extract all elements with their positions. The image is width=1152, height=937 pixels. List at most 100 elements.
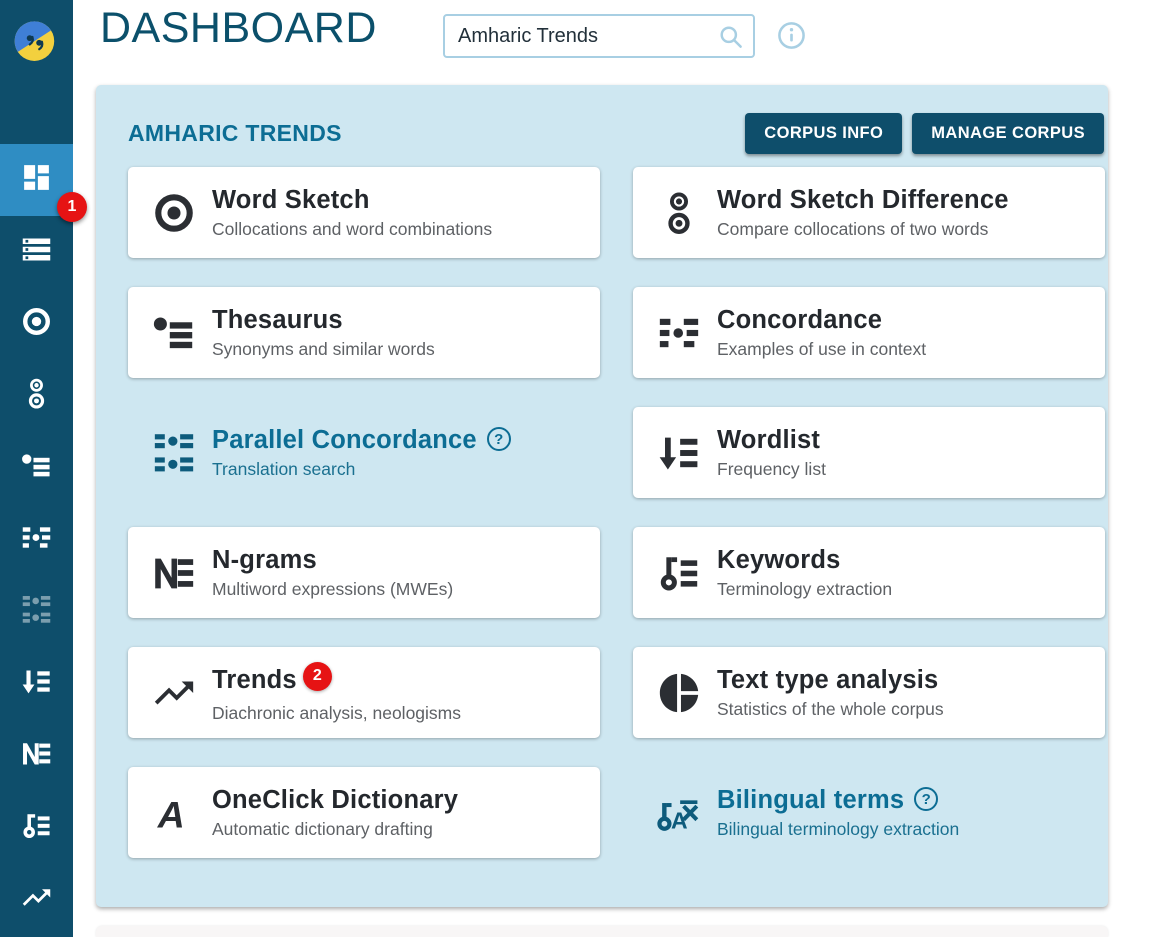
card-subtitle: Collocations and word combinations <box>212 218 493 239</box>
card-subtitle: Diachronic analysis, neologisms <box>212 702 461 723</box>
notification-badge: 1 <box>57 192 87 222</box>
panel-actions: CORPUS INFO MANAGE CORPUS <box>745 113 1104 154</box>
card-text: Bilingual terms? Bilingual terminology ex… <box>717 786 959 840</box>
card-wordlist[interactable]: Wordlist Frequency list <box>633 407 1105 498</box>
dashboard-icon <box>20 161 53 199</box>
trends-icon <box>20 881 53 919</box>
sidebar-item-thesaurus[interactable] <box>0 432 73 504</box>
sidebar-item-trends[interactable] <box>0 864 73 936</box>
info-icon[interactable] <box>777 21 806 50</box>
card-text: Keywords Terminology extraction <box>717 546 892 600</box>
card-title: OneClick Dictionary <box>212 785 459 814</box>
sidebar-item-keywords[interactable] <box>0 792 73 864</box>
card-oneclick-dictionary[interactable]: A OneClick Dictionary Automatic dictionary… <box>128 767 600 858</box>
sidebar-item-corpora[interactable] <box>0 216 73 288</box>
help-icon[interactable]: ? <box>486 427 511 451</box>
concordance-icon <box>654 310 704 356</box>
card-title: Thesaurus <box>212 305 343 334</box>
text-type-analysis-icon <box>654 670 704 716</box>
manage-corpus-button[interactable]: MANAGE CORPUS <box>912 113 1104 154</box>
dashboard-panel: AMHARIC TRENDS CORPUS INFO MANAGE CORPUS… <box>96 85 1108 907</box>
sidebar-item-parallel-concordance[interactable] <box>0 576 73 648</box>
card-title: Concordance <box>717 305 883 334</box>
card-subtitle: Automatic dictionary drafting <box>212 818 433 839</box>
sidebar-item-dashboard[interactable]: 1 <box>0 144 87 222</box>
card-subtitle: Statistics of the whole corpus <box>717 698 944 719</box>
sidebar-item-ngrams[interactable] <box>0 720 73 792</box>
card-title: Word Sketch Difference <box>717 185 1009 214</box>
card-subtitle: Examples of use in context <box>717 338 927 359</box>
corpus-search-box <box>443 14 755 58</box>
card-bilingual-terms[interactable]: A Bilingual terms? Bilingual terminology e… <box>633 767 1105 858</box>
card-text: OneClick Dictionary Automatic dictionary … <box>212 786 458 840</box>
word-sketch-icon <box>149 190 199 236</box>
card-subtitle: Compare collocations of two words <box>717 218 989 239</box>
card-title: N-grams <box>212 545 317 574</box>
card-keywords[interactable]: Keywords Terminology extraction <box>633 527 1105 618</box>
card-title: Parallel Concordance <box>212 425 477 454</box>
thesaurus-icon <box>149 310 199 356</box>
word-sketch-icon <box>20 305 53 343</box>
card-title: Trends <box>212 665 297 694</box>
card-subtitle: Bilingual terminology extraction <box>717 818 960 839</box>
svg-text:A: A <box>671 807 688 833</box>
sidebar-item-concordance[interactable] <box>0 504 73 576</box>
page-title: DASHBOARD <box>100 4 377 52</box>
card-text: N-grams Multiword expressions (MWEs) <box>212 546 453 600</box>
ngrams-icon <box>149 550 199 596</box>
main-content: DASHBOARD AMHARIC TRENDS CORPUS INFO MAN… <box>73 0 1152 937</box>
corpus-info-button[interactable]: CORPUS INFO <box>745 113 903 154</box>
sketch-engine-logo[interactable] <box>0 0 73 80</box>
search-icon[interactable] <box>717 23 744 50</box>
card-title: Keywords <box>717 545 841 574</box>
card-text: Thesaurus Synonyms and similar words <box>212 306 435 360</box>
sidebar-nav: 1 <box>0 144 87 936</box>
card-subtitle: Frequency list <box>717 458 826 479</box>
card-text: Wordlist Frequency list <box>717 426 826 480</box>
corpus-name-heading: AMHARIC TRENDS <box>128 120 342 146</box>
card-subtitle: Synonyms and similar words <box>212 338 435 359</box>
help-icon[interactable]: ? <box>914 787 939 811</box>
parallel-concordance-icon <box>20 593 53 631</box>
card-text: Word Sketch Collocations and word combina… <box>212 186 492 240</box>
card-word-sketch-difference[interactable]: Word Sketch Difference Compare collocatio… <box>633 167 1105 258</box>
search-input[interactable] <box>445 24 717 48</box>
keywords-icon <box>20 809 53 847</box>
parallel-concordance-icon <box>149 430 199 476</box>
card-parallel-concordance[interactable]: Parallel Concordance? Translation search <box>128 407 600 498</box>
card-title: Wordlist <box>717 425 821 454</box>
thesaurus-icon <box>20 449 53 487</box>
card-word-sketch[interactable]: Word Sketch Collocations and word combina… <box>128 167 600 258</box>
card-text: Parallel Concordance? Translation search <box>212 426 511 480</box>
card-subtitle: Terminology extraction <box>717 578 893 599</box>
word-sketch-difference-icon <box>20 377 53 415</box>
word-sketch-difference-icon <box>654 190 704 236</box>
tools-grid: Word Sketch Collocations and word combina… <box>128 167 1105 858</box>
concordance-icon <box>20 521 53 559</box>
card-text: Trends 2 Diachronic analysis, neologisms <box>212 661 461 724</box>
card-subtitle: Translation search <box>212 458 356 479</box>
sidebar: 1 <box>0 0 87 937</box>
keywords-icon <box>654 550 704 596</box>
card-text: Word Sketch Difference Compare collocatio… <box>717 186 1009 240</box>
notification-badge: 2 <box>302 661 332 691</box>
next-panel-edge <box>96 926 1108 937</box>
wordlist-icon <box>654 430 704 476</box>
sidebar-item-wordlist[interactable] <box>0 648 73 720</box>
card-title: Word Sketch <box>212 185 370 214</box>
ngrams-icon <box>20 737 53 775</box>
panel-header: AMHARIC TRENDS CORPUS INFO MANAGE CORPUS <box>96 85 1108 154</box>
card-concordance[interactable]: Concordance Examples of use in context <box>633 287 1105 378</box>
wordlist-icon <box>20 665 53 703</box>
sidebar-item-word-sketch-difference[interactable] <box>0 360 73 432</box>
corpora-list-icon <box>20 233 53 271</box>
card-text: Concordance Examples of use in context <box>717 306 926 360</box>
card-trends[interactable]: Trends 2 Diachronic analysis, neologisms <box>128 647 600 738</box>
card-text-type-analysis[interactable]: Text type analysis Statistics of the whol… <box>633 647 1105 738</box>
sidebar-item-word-sketch[interactable] <box>0 288 73 360</box>
card-n-grams[interactable]: N-grams Multiword expressions (MWEs) <box>128 527 600 618</box>
card-title: Text type analysis <box>717 665 939 694</box>
card-subtitle: Multiword expressions (MWEs) <box>212 578 454 599</box>
oneclick-dictionary-icon: A <box>149 790 199 836</box>
card-thesaurus[interactable]: Thesaurus Synonyms and similar words <box>128 287 600 378</box>
